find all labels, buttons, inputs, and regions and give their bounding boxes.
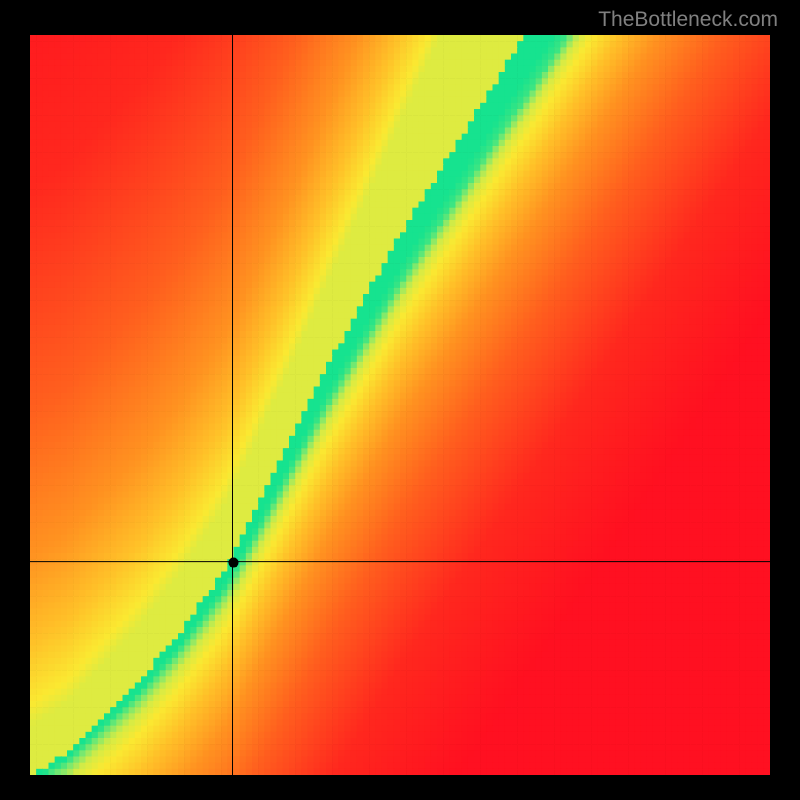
root-container: TheBottleneck.com: [0, 0, 800, 800]
heatmap-canvas: [30, 35, 770, 775]
heatmap-plot: [30, 35, 770, 775]
watermark-text: TheBottleneck.com: [598, 8, 778, 32]
